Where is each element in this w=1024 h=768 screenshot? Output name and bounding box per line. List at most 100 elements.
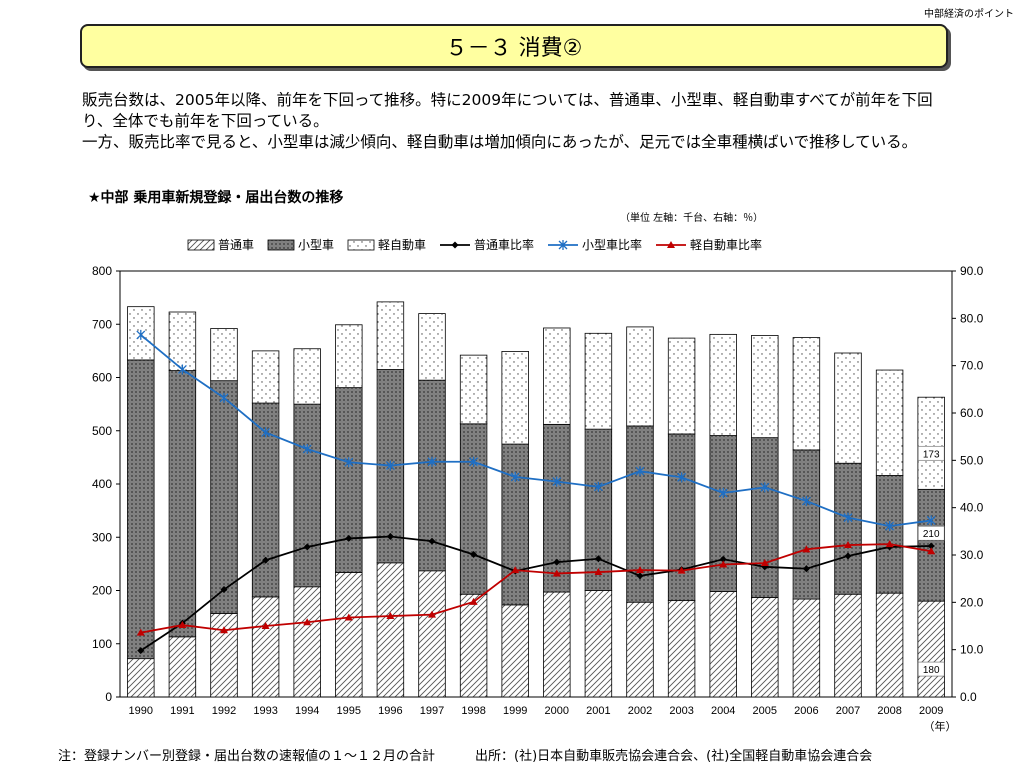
- legend-marker: [667, 241, 675, 248]
- marker-普通車比率: [386, 533, 394, 541]
- legend-label: 普通車比率: [474, 237, 534, 252]
- marker-軽自動車比率: [719, 560, 728, 568]
- legend-swatch: [267, 239, 295, 251]
- marker-軽自動車比率: [802, 545, 811, 553]
- x-axis-tick-label: 1997: [420, 705, 444, 717]
- bar-軽自動車-2008: [875, 369, 904, 476]
- bar-軽自動車-2007: [834, 352, 862, 464]
- marker-普通車比率: [262, 556, 270, 564]
- left-axis-tick-label: 300: [92, 530, 112, 544]
- marker-軽自動車比率: [552, 569, 561, 577]
- left-axis-tick-label: 700: [92, 317, 112, 331]
- x-axis-tick-label: 1992: [212, 705, 236, 717]
- marker-軽自動車比率: [136, 628, 145, 636]
- x-axis-tick-label: 2001: [586, 705, 610, 717]
- marker-軽自動車比率: [636, 566, 644, 574]
- bar-小型車-1991: [168, 370, 197, 638]
- bar-普通車-2005: [751, 597, 779, 698]
- left-axis-tick-label: 500: [92, 424, 112, 438]
- x-axis-unit-label: （年）: [924, 719, 957, 733]
- left-axis-tick-label: 800: [92, 264, 112, 278]
- x-axis-tick-label: 1990: [129, 705, 153, 717]
- body-paragraph-1: 販売台数は、2005年以降、前年を下回って推移。特に2009年については、普通車…: [82, 91, 933, 130]
- data-label-2009: 173: [923, 449, 940, 460]
- marker-軽自動車比率: [511, 566, 520, 574]
- marker-小型車比率: [219, 392, 229, 403]
- legend-label: 小型車: [298, 238, 334, 252]
- bar-小型車-2007: [834, 462, 862, 595]
- data-label-box: [917, 661, 945, 677]
- legend-label: 軽自動車比率: [690, 237, 762, 252]
- line-普通車比率: [140, 535, 932, 652]
- marker-軽自動車比率: [303, 618, 312, 626]
- x-axis-tick-label: 1996: [378, 705, 402, 717]
- marker-小型車比率: [801, 496, 811, 507]
- marker-小型車比率: [635, 466, 645, 477]
- body-paragraph-2: 一方、販売比率で見ると、小型車は減少傾向、軽自動車は増加傾向にあったが、足元では…: [82, 133, 918, 151]
- marker-小型車比率: [926, 515, 936, 526]
- bar-軽自動車-2001: [584, 332, 613, 430]
- bar-軽自動車-2003: [667, 337, 696, 435]
- left-axis-tick-label: 0: [105, 690, 112, 704]
- marker-軽自動車比率: [178, 621, 187, 629]
- plot-frame: [119, 270, 953, 698]
- marker-軽自動車比率: [927, 547, 936, 555]
- marker-普通車比率: [470, 551, 478, 559]
- marker-普通車比率: [594, 555, 602, 563]
- legend-label: 軽自動車: [378, 238, 426, 252]
- bar-普通車-2001: [584, 590, 613, 698]
- bar-軽自動車-2006: [792, 337, 821, 451]
- body-text: 販売台数は、2005年以降、前年を下回って推移。特に2009年については、普通車…: [82, 90, 962, 153]
- left-axis-tick-label: 600: [92, 371, 112, 385]
- marker-小型車比率: [593, 481, 603, 492]
- footnote: 注：登録ナンバー別登録・届出台数の速報値の１～１２月の合計 出所：(社)日本自動車…: [58, 745, 998, 764]
- bar-小型車-2005: [751, 437, 779, 598]
- left-axis-tick-label: 400: [92, 477, 112, 491]
- data-label-2009: 180: [923, 665, 940, 676]
- bar-軽自動車-1995: [335, 324, 363, 389]
- bar-小型車-2006: [792, 449, 821, 600]
- bar-軽自動車-1999: [501, 351, 529, 445]
- data-label-box: [917, 445, 945, 461]
- right-axis-tick-label: 60.0: [960, 406, 984, 420]
- x-axis-tick-label: 2000: [545, 705, 569, 717]
- bar-小型車-2004: [709, 435, 737, 592]
- bar-軽自動車-1994: [293, 348, 321, 405]
- bar-軽自動車-1992: [210, 328, 238, 382]
- right-axis-tick-label: 20.0: [960, 595, 984, 609]
- bar-普通車-1998: [459, 593, 488, 698]
- bar-軽自動車-1991: [168, 311, 197, 371]
- right-axis-tick-label: 90.0: [960, 264, 984, 278]
- bar-普通車-1997: [418, 570, 446, 698]
- bar-普通車-1993: [251, 596, 280, 698]
- marker-小型車比率: [385, 460, 395, 471]
- x-axis-tick-label: 2007: [836, 705, 860, 717]
- bar-小型車-1995: [335, 387, 363, 573]
- marker-普通車比率: [802, 565, 810, 573]
- marker-小型車比率: [718, 487, 728, 498]
- bar-普通車-1991: [168, 636, 197, 698]
- marker-普通車比率: [303, 543, 311, 551]
- bar-小型車-2008: [875, 475, 904, 594]
- bar-小型車-2001: [584, 428, 613, 591]
- marker-普通車比率: [220, 586, 228, 594]
- marker-軽自動車比率: [469, 597, 478, 605]
- x-axis-tick-label: 2009: [919, 705, 943, 717]
- bar-軽自動車-2002: [626, 326, 654, 427]
- marker-普通車比率: [345, 534, 353, 542]
- bar-小型車-1990: [127, 359, 155, 660]
- header-note: 中部経済のポイント: [924, 9, 1014, 20]
- x-axis-tick-label: 2004: [711, 705, 735, 717]
- chart-heading: ★中部 乗用車新規登録・届出台数の推移: [88, 190, 344, 206]
- line-軽自動車比率: [140, 543, 932, 634]
- bar-普通車-1990: [127, 658, 155, 698]
- bar-普通車-1995: [335, 571, 363, 698]
- bar-普通車-2009: [917, 600, 945, 698]
- x-axis-tick-label: 1994: [295, 705, 319, 717]
- x-axis-tick-label: 1995: [337, 705, 361, 717]
- marker-小型車比率: [843, 512, 853, 523]
- x-axis-tick-label: 2005: [753, 705, 777, 717]
- bar-軽自動車-2004: [709, 333, 737, 436]
- line-小型車比率: [140, 334, 932, 528]
- footnote-note: 注：登録ナンバー別登録・届出台数の速報値の１～１２月の合計: [58, 749, 436, 764]
